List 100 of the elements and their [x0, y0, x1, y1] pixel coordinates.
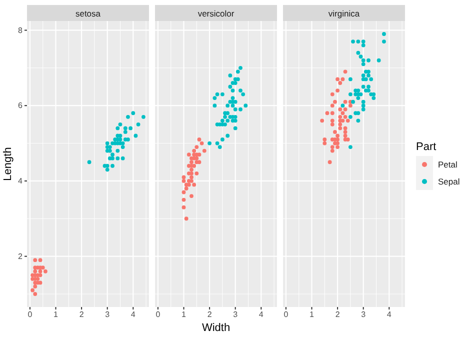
point — [215, 141, 220, 146]
point — [244, 104, 248, 108]
point — [142, 114, 146, 119]
point — [336, 134, 340, 138]
point — [30, 273, 34, 278]
point — [220, 92, 224, 96]
point — [343, 126, 348, 130]
point — [340, 111, 345, 116]
point — [226, 134, 230, 138]
x-tick-label: 3 — [105, 310, 110, 320]
point — [200, 141, 204, 146]
point — [230, 96, 235, 100]
point — [192, 148, 196, 153]
x-tick-label: 0 — [156, 310, 161, 320]
point — [348, 114, 352, 119]
point — [182, 198, 186, 202]
point — [33, 258, 38, 262]
point — [361, 77, 366, 82]
legend-label: Petal — [438, 160, 458, 170]
point — [220, 118, 224, 123]
point — [322, 138, 327, 142]
x-tick-label: 4 — [130, 310, 136, 320]
y-tick-label: 4 — [18, 176, 24, 186]
point — [343, 100, 348, 104]
point — [184, 186, 188, 190]
point — [382, 32, 386, 36]
point — [33, 284, 38, 288]
point — [182, 179, 186, 183]
point — [361, 107, 366, 112]
x-tick-label: 3 — [233, 310, 238, 320]
point — [356, 88, 360, 92]
point — [322, 141, 327, 146]
point — [364, 88, 368, 92]
point — [369, 77, 374, 82]
point — [110, 152, 114, 157]
point — [186, 164, 191, 168]
point — [356, 92, 360, 96]
point — [105, 141, 110, 146]
point — [116, 126, 120, 130]
x-tick-label: 1 — [182, 310, 187, 320]
point — [126, 114, 130, 119]
point — [228, 74, 232, 78]
point — [38, 258, 42, 262]
point — [123, 126, 128, 130]
point — [212, 96, 217, 100]
point — [343, 114, 348, 119]
x-axis-title: Width — [202, 322, 230, 334]
point — [330, 92, 334, 96]
point — [336, 77, 340, 82]
point — [338, 107, 342, 112]
point — [128, 126, 133, 130]
point — [105, 168, 110, 172]
chart-title: virginica — [328, 8, 360, 18]
point — [30, 276, 34, 281]
point — [230, 114, 235, 119]
point — [340, 118, 345, 123]
y-axis-title: Length — [2, 147, 14, 181]
point — [346, 118, 350, 123]
point — [228, 100, 232, 104]
point — [238, 88, 242, 92]
point — [218, 145, 222, 149]
point — [208, 141, 212, 146]
point — [343, 70, 348, 74]
point — [238, 66, 242, 70]
point — [356, 118, 360, 123]
point — [230, 88, 235, 92]
point — [336, 138, 340, 142]
point — [343, 134, 348, 138]
point — [182, 205, 186, 210]
point — [33, 292, 38, 296]
point — [223, 111, 227, 116]
x-tick-label: 4 — [258, 310, 264, 320]
point — [336, 88, 340, 92]
point — [182, 190, 186, 194]
point — [356, 96, 360, 100]
point — [43, 269, 48, 274]
y-tick-label: 2 — [18, 252, 24, 261]
point — [338, 122, 342, 126]
point — [223, 122, 227, 126]
x-tick-label: 2 — [79, 310, 84, 320]
point — [36, 276, 40, 281]
point — [356, 111, 360, 116]
point — [190, 194, 194, 198]
point — [116, 156, 120, 160]
point — [364, 70, 368, 74]
point — [192, 182, 196, 187]
point — [194, 171, 199, 176]
point — [333, 141, 337, 146]
point — [38, 269, 42, 274]
point — [184, 216, 188, 221]
point — [33, 269, 38, 274]
point — [351, 100, 355, 104]
point — [123, 138, 128, 142]
point — [190, 175, 194, 180]
point — [333, 100, 337, 104]
point — [197, 160, 202, 164]
chart-title: setosa — [75, 8, 101, 18]
point — [330, 104, 334, 108]
point — [361, 40, 366, 44]
point — [366, 58, 370, 62]
